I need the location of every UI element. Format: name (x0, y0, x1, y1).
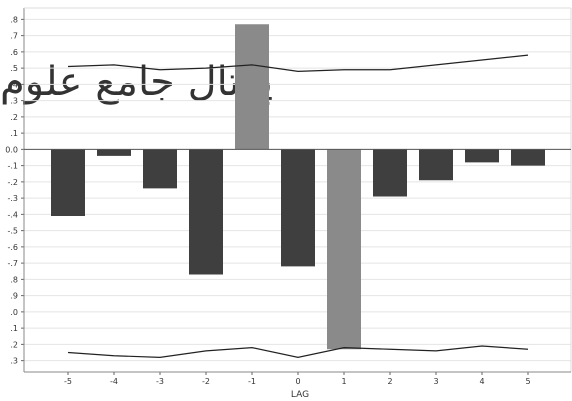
x-axis: -5 -4 -3 -2 -1 0 1 2 3 4 5 (24, 371, 571, 386)
x-tick-label: 0 (295, 377, 300, 386)
y-tick-label: .0 (10, 308, 18, 317)
y-tick-label: .1 (10, 324, 18, 333)
lower-confidence-line (67, 345, 529, 358)
bar (327, 149, 361, 350)
x-tick-label: 2 (387, 377, 392, 386)
bars (24, 24, 571, 350)
y-tick-label: .1 (10, 129, 18, 138)
y-tick-label: -.5 (7, 227, 18, 236)
x-tick-label: -5 (64, 377, 72, 386)
y-tick-label: .2 (10, 113, 18, 122)
y-tick-label: .8 (10, 275, 18, 284)
y-tick-label: -.3 (7, 194, 18, 203)
y-tick-label: -.2 (7, 178, 18, 187)
x-tick-label: 3 (433, 377, 438, 386)
bar (373, 149, 407, 197)
bar (235, 24, 269, 150)
y-tick-label: .6 (10, 48, 18, 57)
x-tick-label: -4 (110, 377, 118, 386)
y-tick-label: -.1 (7, 162, 18, 171)
x-tick-label: -1 (248, 377, 256, 386)
bar (143, 149, 177, 189)
y-tick-label: .3 (10, 357, 18, 366)
confidence-lines (67, 54, 529, 358)
y-axis: .8 .7 .6 .5 .4 .3 .2 .1 0.0 -.1 -.2 -.3 -.4 -.5 -.6 -.7… (5, 7, 572, 372)
upper-confidence-line (67, 54, 529, 72)
y-tick-label: .7 (10, 32, 18, 41)
y-tick-label: .9 (10, 292, 18, 301)
y-tick-label: -.4 (7, 210, 18, 219)
x-axis-title: LAG (291, 390, 309, 400)
bar (97, 149, 131, 156)
y-tick-label: .5 (10, 64, 18, 73)
y-tick-label: .4 (10, 80, 18, 89)
y-tick-label: 0.0 (5, 145, 18, 154)
bar (465, 149, 499, 163)
y-tick-label: .2 (10, 340, 18, 349)
x-tick-label: -2 (202, 377, 210, 386)
y-tick-label: .3 (10, 97, 18, 106)
y-tick-label: -.6 (7, 243, 18, 252)
bar (281, 149, 315, 267)
bar (51, 149, 85, 216)
bar (189, 149, 223, 275)
x-tick-label: 4 (479, 377, 484, 386)
bar (419, 149, 453, 181)
x-tick-label: -3 (156, 377, 164, 386)
y-tick-label: -.7 (7, 259, 18, 268)
y-tick-label: .8 (10, 15, 18, 24)
x-tick-label: 5 (525, 377, 530, 386)
bar (511, 149, 545, 166)
x-tick-label: 1 (341, 377, 346, 386)
